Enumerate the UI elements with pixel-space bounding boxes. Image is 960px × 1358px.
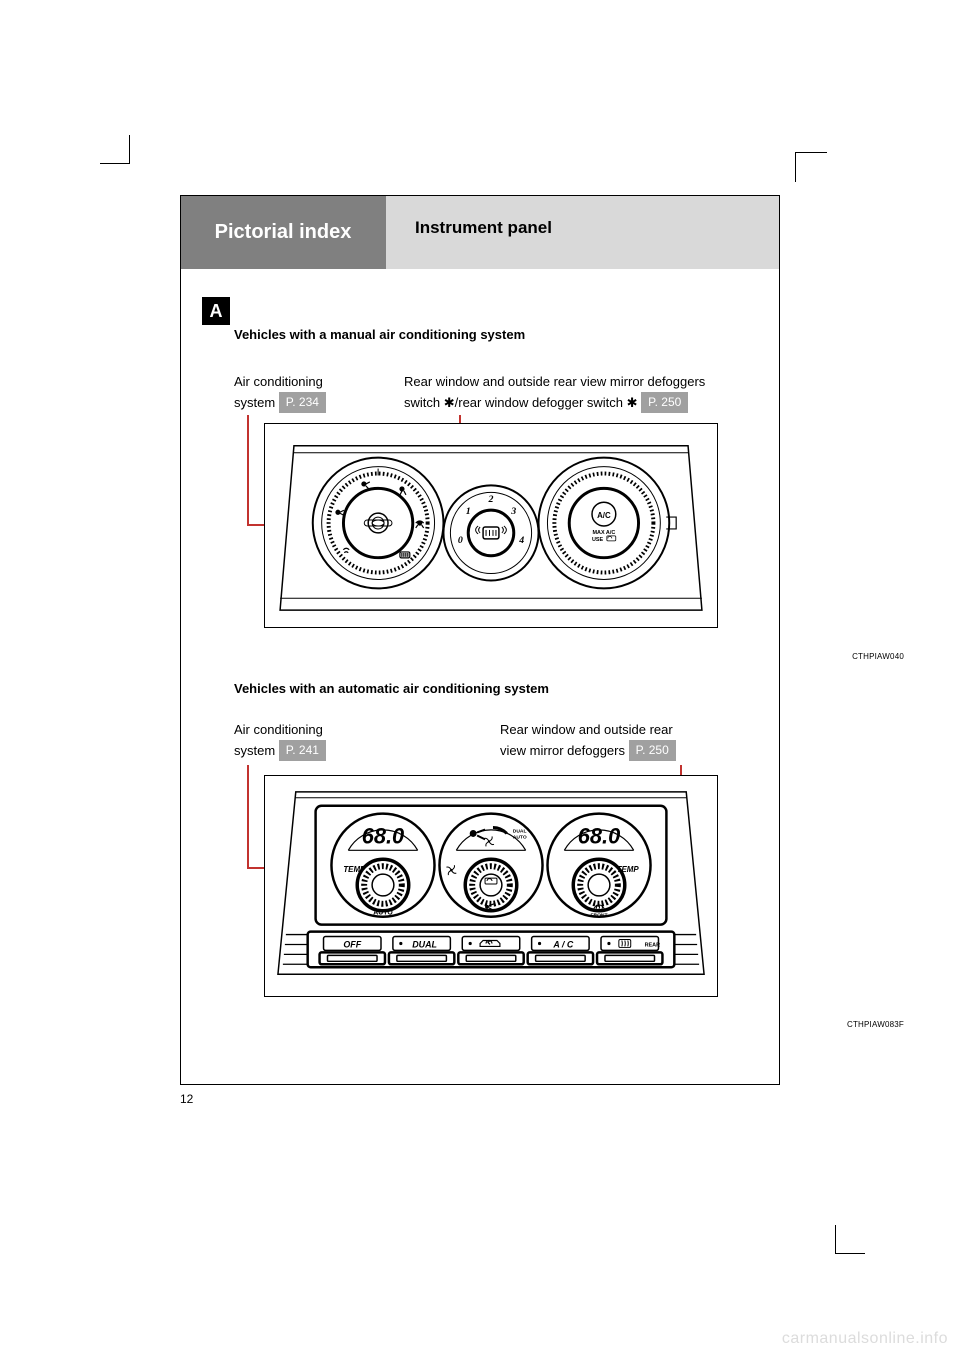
asterisk-icon: ✱ <box>627 395 638 410</box>
crop-mark <box>835 1225 836 1253</box>
auto-ac-figure: 68.0 68.0 DUAL AUTO TEMP TEMP <box>264 775 718 997</box>
manual-ac-label: Air conditioning system P. 234 <box>234 372 394 413</box>
use-label: USE <box>592 537 604 543</box>
label-text: view mirror defoggers <box>500 743 625 758</box>
crop-mark <box>100 163 130 164</box>
figure-code: CTHPIAW083F <box>847 1020 904 1029</box>
btn-dual: DUAL <box>412 939 437 949</box>
asterisk-icon: ✱ <box>444 395 455 410</box>
page-ref: P. 234 <box>279 392 326 413</box>
auto-ac-heading: Vehicles with an automatic air condition… <box>234 681 549 696</box>
crop-mark <box>129 135 130 163</box>
crop-mark <box>835 1253 865 1254</box>
label-text: Air conditioning <box>234 722 323 737</box>
fan-speed-0: 0 <box>458 535 463 546</box>
fan-speed-2: 2 <box>488 494 494 505</box>
btn-rear: REAR <box>645 942 660 948</box>
page-number: 12 <box>180 1092 193 1106</box>
lcd-temp-left: 68.0 <box>362 823 404 848</box>
leader-line <box>247 765 249 868</box>
crop-mark <box>795 152 827 153</box>
section-badge: A <box>202 297 230 325</box>
front-label: FRONT <box>591 913 608 919</box>
fan-speed-3: 3 <box>510 506 516 517</box>
label-text: Rear window and outside rear <box>500 722 673 737</box>
fan-speed-1: 1 <box>466 506 471 517</box>
label-text: /rear window defogger switch <box>455 395 627 410</box>
label-text: Air conditioning <box>234 374 323 389</box>
label-text: switch <box>404 395 444 410</box>
figure-code: CTHPIAW040 <box>852 652 904 661</box>
auto-knob-label: AUTO <box>373 910 393 917</box>
ac-icon-label: A/C <box>597 511 611 520</box>
watermark: carmanualsonline.info <box>782 1330 948 1348</box>
auto-ac-label: Air conditioning system P. 241 <box>234 720 494 761</box>
crop-mark <box>795 152 796 182</box>
manual-ac-figure: A/C MAX A/C USE <box>264 423 718 628</box>
manual-defogger-label: Rear window and outside rear view mirror… <box>404 372 762 413</box>
page-ref: P. 241 <box>279 740 326 761</box>
label-text: system <box>234 743 275 758</box>
btn-ac: A / C <box>552 939 574 949</box>
auto-defogger-label: Rear window and outside rear view mirror… <box>500 720 760 761</box>
max-ac-label: MAX A/C <box>593 530 616 536</box>
btn-off: OFF <box>343 939 361 949</box>
page-ref: P. 250 <box>641 392 688 413</box>
page-ref: P. 250 <box>629 740 676 761</box>
fan-speed-4: 4 <box>518 535 524 546</box>
lcd-temp-right: 68.0 <box>578 823 620 848</box>
manual-ac-heading: Vehicles with a manual air conditioning … <box>234 327 525 342</box>
label-text: Rear window and outside rear view mirror… <box>404 374 705 389</box>
label-text: system <box>234 395 275 410</box>
dual-label: DUAL <box>513 828 527 834</box>
auto-label: AUTO <box>513 834 527 840</box>
leader-line <box>247 415 249 525</box>
